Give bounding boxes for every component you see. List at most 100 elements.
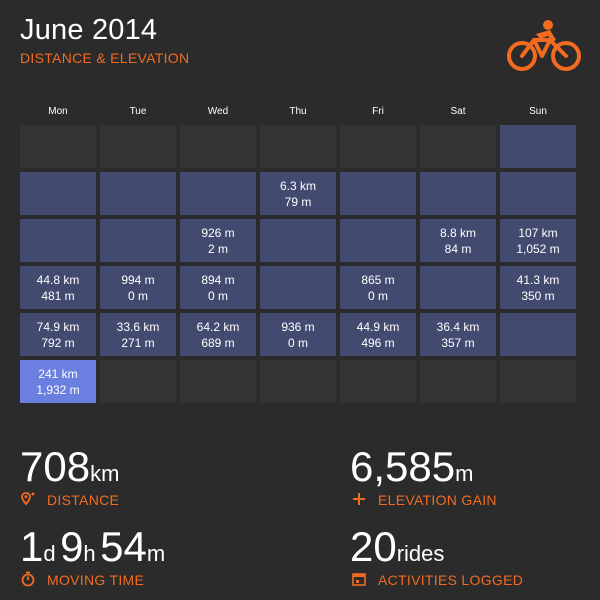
calendar-day-cell [340,219,416,262]
moving-time-days: 1 [20,523,44,570]
elevation-unit: m [455,461,474,486]
day-distance: 64.2 km [196,319,240,334]
weekday-label: Fri [372,106,384,117]
calendar-day-cell: 64.2 km 689 m [180,313,256,356]
distance-label: DISTANCE [47,492,120,508]
calendar-day-cell [420,360,496,403]
calendar-day-cell: 107 km 1,052 m [500,219,576,262]
weekday-header: Mon Tue Wed Thu Fri Sat Sun [20,106,580,120]
weekday-label: Wed [207,106,229,117]
calendar-day-cell [340,125,416,168]
day-elevation: 496 m [361,335,395,350]
calendar-day-cell [340,172,416,215]
calendar-day-cell [260,219,336,262]
day-elevation: 84 m [444,241,472,256]
day-distance: 107 km [518,225,558,240]
calendar-day-cell: 41.3 km 350 m [500,266,576,309]
map-pin-icon [21,492,35,506]
calendar-day-cell: 36.4 km 357 m [420,313,496,356]
day-elevation: 79 m [284,194,312,209]
weekday-label: Mon [48,106,68,117]
moving-time-hours: 9 [60,523,84,570]
weekday-label: Sun [529,106,547,117]
distance-value: 708km [20,443,119,491]
day-distance: 33.6 km [116,319,160,334]
calendar-day-cell: 6.3 km 79 m [260,172,336,215]
distance-number: 708 [20,443,91,490]
activities-number: 20 [350,523,397,570]
day-distance: 994 m [121,272,155,287]
moving-time-days-unit: d [43,541,56,566]
calendar-day-cell: 74.9 km 792 m [20,313,96,356]
day-distance: 894 m [201,272,235,287]
calendar-day-cell [500,360,576,403]
calendar-day-cell [340,360,416,403]
weekday-label: Tue [129,106,147,117]
activities-value: 20rides [350,523,444,571]
moving-time-value: 1d 9h 54m [20,523,165,571]
calendar-day-cell [180,172,256,215]
calendar-day-cell [500,172,576,215]
calendar-day-cell: 8.8 km 84 m [420,219,496,262]
elevation-label: ELEVATION GAIN [378,492,497,508]
weekday-label: Sat [450,106,466,117]
day-distance: 44.8 km [36,272,80,287]
calendar-day-cell [420,266,496,309]
calendar-day-cell [100,125,176,168]
page-subtitle: DISTANCE & ELEVATION [20,50,190,66]
day-elevation: 0 m [127,288,148,303]
day-elevation: 2 m [207,241,228,256]
calendar-day-cell [260,125,336,168]
calendar-day-cell: 44.9 km 496 m [340,313,416,356]
calendar-day-cell [20,125,96,168]
weekday-label: Thu [289,106,307,117]
elevation-number: 6,585 [350,443,456,490]
day-elevation: 357 m [441,335,475,350]
calendar-day-cell [420,125,496,168]
moving-time-minutes: 54 [100,523,147,570]
day-distance: 74.9 km [36,319,80,334]
day-elevation: 1,932 m [36,382,80,397]
calendar-day-cell [100,360,176,403]
calendar-day-cell [20,172,96,215]
plus-icon [353,493,365,505]
day-distance: 36.4 km [436,319,480,334]
calendar-day-cell [500,125,576,168]
day-elevation: 792 m [41,335,75,350]
activities-unit: rides [396,541,445,566]
day-elevation: 0 m [367,288,388,303]
stopwatch-icon [21,571,35,587]
day-elevation: 0 m [207,288,228,303]
calendar-day-cell: 241 km 1,932 m [20,360,96,403]
moving-time-label: MOVING TIME [47,572,145,588]
calendar-day-cell [420,172,496,215]
page-title: June 2014 [20,14,158,46]
moving-time-minutes-unit: m [146,541,166,566]
day-distance: 936 m [281,319,315,334]
calendar-day-cell [500,313,576,356]
calendar-day-cell: 33.6 km 271 m [100,313,176,356]
day-elevation: 689 m [201,335,235,350]
calendar-day-cell [260,266,336,309]
day-elevation: 1,052 m [516,241,560,256]
cyclist-logo-icon [507,20,581,71]
day-distance: 241 km [38,366,78,381]
calendar-day-cell [180,125,256,168]
day-elevation: 350 m [521,288,555,303]
calendar-day-cell [100,172,176,215]
day-distance: 8.8 km [439,225,476,240]
day-distance: 41.3 km [516,272,560,287]
day-distance: 6.3 km [279,178,316,193]
day-distance: 44.9 km [356,319,400,334]
activities-label: ACTIVITIES LOGGED [378,572,524,588]
day-distance: 926 m [201,225,235,240]
distance-unit: km [90,461,120,486]
elevation-value: 6,585m [350,443,473,491]
moving-time-hours-unit: h [83,541,96,566]
day-elevation: 481 m [41,288,75,303]
